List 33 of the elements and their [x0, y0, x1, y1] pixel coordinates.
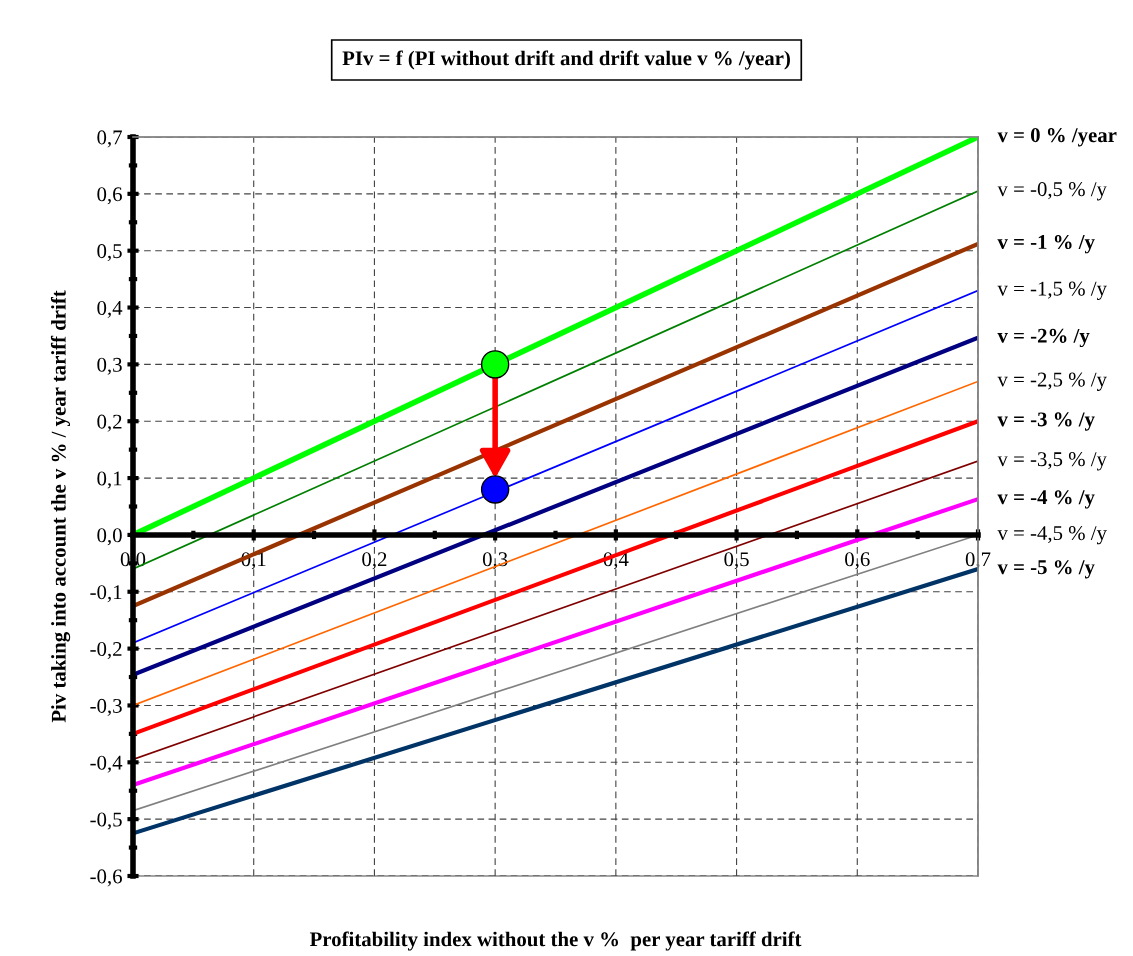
- x-tick-label: 0,2: [362, 552, 387, 570]
- x-tick-label: 0,3: [482, 552, 508, 570]
- series-label: v = -2% /y: [997, 328, 1090, 348]
- y-tick-label: 0,1: [97, 471, 122, 489]
- x-tick-label: 0,6: [845, 552, 870, 570]
- series-label: v = -2,5 % /y: [997, 372, 1107, 391]
- series-label: v = -4 % /y: [997, 490, 1095, 509]
- y-tick-label: -0,3: [90, 698, 122, 716]
- series-label: v = -4,5 % /y: [997, 526, 1107, 545]
- chart-title: PIv = f (PI without drift and drift value v % /year): [342, 50, 790, 70]
- y-tick-label: 0,7: [97, 130, 122, 148]
- y-tick-label: 0,6: [97, 187, 122, 205]
- series-label: v = -0,5 % /y: [997, 182, 1107, 201]
- series-label: v = 0 % /year: [997, 128, 1117, 147]
- y-axis-title: Piv taking into account the v % / year tariff drift: [50, 290, 71, 723]
- series-label: v = -3 % /y: [997, 412, 1095, 431]
- y-tick-label: -0,5: [90, 812, 122, 830]
- y-tick-label: -0,4: [90, 755, 123, 773]
- y-tick-label: 0,4: [97, 300, 123, 318]
- x-tick-label: 0,5: [724, 552, 749, 570]
- y-tick-label: -0,6: [90, 869, 122, 887]
- y-tick-label: -0,2: [90, 641, 122, 660]
- y-tick-label: 0,3: [97, 357, 122, 375]
- x-axis-title: Profitability index without the v % per year tariff drift: [309, 931, 802, 951]
- y-tick-label: 0,0: [97, 528, 122, 546]
- y-tick-label: 0,2: [97, 414, 122, 432]
- x-tick-label: 0,7: [965, 552, 991, 570]
- y-tick-label: 0,5: [97, 244, 122, 262]
- series-label: v = -3,5 % /y: [997, 452, 1107, 471]
- series-label: v = -5 % /y: [997, 560, 1095, 579]
- series-label: v = -1,5 % /y: [997, 281, 1107, 300]
- series-label: v = -1 % /y: [997, 234, 1095, 254]
- y-tick-label: -0,1: [90, 585, 122, 603]
